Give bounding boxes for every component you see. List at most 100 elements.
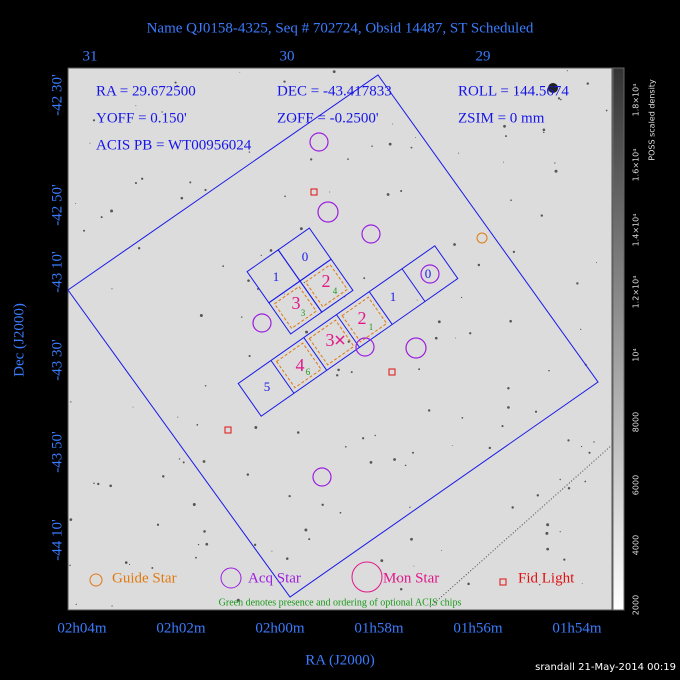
chip-label: 2 (322, 271, 331, 291)
field-star (580, 445, 583, 448)
title: Name QJ0158-4325, Seq # 702724, Obsid 14… (147, 20, 534, 36)
field-star (248, 151, 251, 153)
field-star (246, 473, 250, 476)
field-star (536, 494, 539, 497)
tick-label: 8000 (632, 412, 641, 432)
field-star (111, 288, 113, 290)
field-star (458, 152, 460, 154)
field-star (134, 181, 138, 185)
field-star (427, 409, 431, 412)
field-star (369, 460, 373, 464)
field-star (605, 109, 608, 112)
tick-label: -42 30' (49, 74, 65, 116)
params: RA = 29.672500 DEC = -43.417833 ROLL = 1… (96, 83, 569, 153)
field-star (296, 431, 300, 434)
field-star (560, 98, 562, 101)
tick-label: 02h00m (255, 620, 305, 636)
field-star (92, 119, 96, 122)
field-star (321, 503, 324, 506)
field-star (271, 550, 273, 552)
param: ROLL = 144.5674 (458, 83, 569, 99)
field-star (567, 487, 571, 490)
field-star (299, 227, 303, 231)
field-star (100, 216, 103, 219)
field-star (363, 277, 366, 280)
field-star (566, 70, 568, 72)
field-star (396, 578, 398, 580)
field-star (254, 426, 258, 429)
field-star (151, 566, 154, 569)
field-star (132, 406, 134, 408)
field-star (199, 314, 203, 318)
field-star (129, 563, 131, 565)
field-star (510, 199, 512, 202)
chip-label: 5 (264, 379, 271, 394)
tick-label: 10⁴ (632, 348, 641, 361)
legend-entry: Mon Star (383, 570, 439, 586)
field-star (197, 543, 200, 546)
field-star (362, 437, 365, 440)
tick-label: 02h04m (57, 620, 107, 636)
field-star (83, 229, 86, 232)
field-star (69, 518, 73, 522)
field-star (410, 146, 413, 149)
axis-label: RA (J2000) (305, 652, 375, 668)
field-star (567, 439, 570, 442)
field-star (399, 588, 403, 591)
field-star (283, 80, 286, 83)
guide-star (476, 232, 488, 244)
field-star (180, 196, 184, 200)
field-star (239, 71, 241, 73)
field-star (596, 261, 598, 263)
legend: Guide Star Acq Star Mon Star Fid Light (89, 561, 575, 593)
field-star (416, 299, 418, 301)
field-star (109, 484, 112, 488)
field-star (540, 214, 543, 217)
tick-label: 02h02m (156, 620, 206, 636)
x-axis: 02h04m 02h02m 02h00m 01h58m 01h56m 01h54… (57, 620, 602, 668)
field-star (177, 416, 179, 418)
chip-edge (303, 337, 328, 371)
field-star (488, 446, 492, 450)
field-star (189, 181, 192, 184)
field-outline (67, 74, 599, 598)
field-star (455, 337, 457, 339)
field-star (557, 97, 561, 100)
acq-stars (252, 132, 440, 487)
field-star (305, 330, 309, 334)
field-star (409, 506, 411, 508)
field-star (418, 368, 421, 371)
chip (268, 280, 323, 335)
field-star (586, 82, 590, 85)
chip-label: 3 (326, 330, 335, 350)
field-star (437, 320, 441, 324)
field-star (593, 441, 595, 443)
field-star (347, 340, 350, 343)
field-star (502, 161, 504, 163)
field-star (161, 111, 163, 113)
field-star (337, 368, 340, 372)
field-star (584, 480, 587, 483)
chip-label: 0 (302, 249, 309, 264)
field-star (303, 281, 305, 284)
field-star (434, 336, 438, 340)
field-star (380, 559, 384, 563)
field-star (156, 523, 160, 526)
field-star (75, 203, 77, 205)
tick-label: 01h58m (354, 620, 404, 636)
field-star (336, 374, 339, 377)
chip-edge (401, 268, 426, 302)
field-star (70, 401, 72, 403)
colorbar (612, 67, 625, 611)
field-star (196, 423, 199, 426)
field-star (253, 543, 257, 547)
field-star (467, 582, 470, 586)
field-star (310, 158, 313, 161)
field-star (304, 528, 308, 532)
plot-frame (67, 67, 613, 611)
colorbar-label: POSS scaled density (648, 79, 657, 161)
field-star (507, 387, 510, 390)
chip-edge (270, 360, 295, 394)
colorbar-axis: 2000 4000 6000 8000 10⁴ 1.2×10⁴ 1.4×10⁴ … (632, 79, 657, 615)
field-star (332, 70, 336, 74)
